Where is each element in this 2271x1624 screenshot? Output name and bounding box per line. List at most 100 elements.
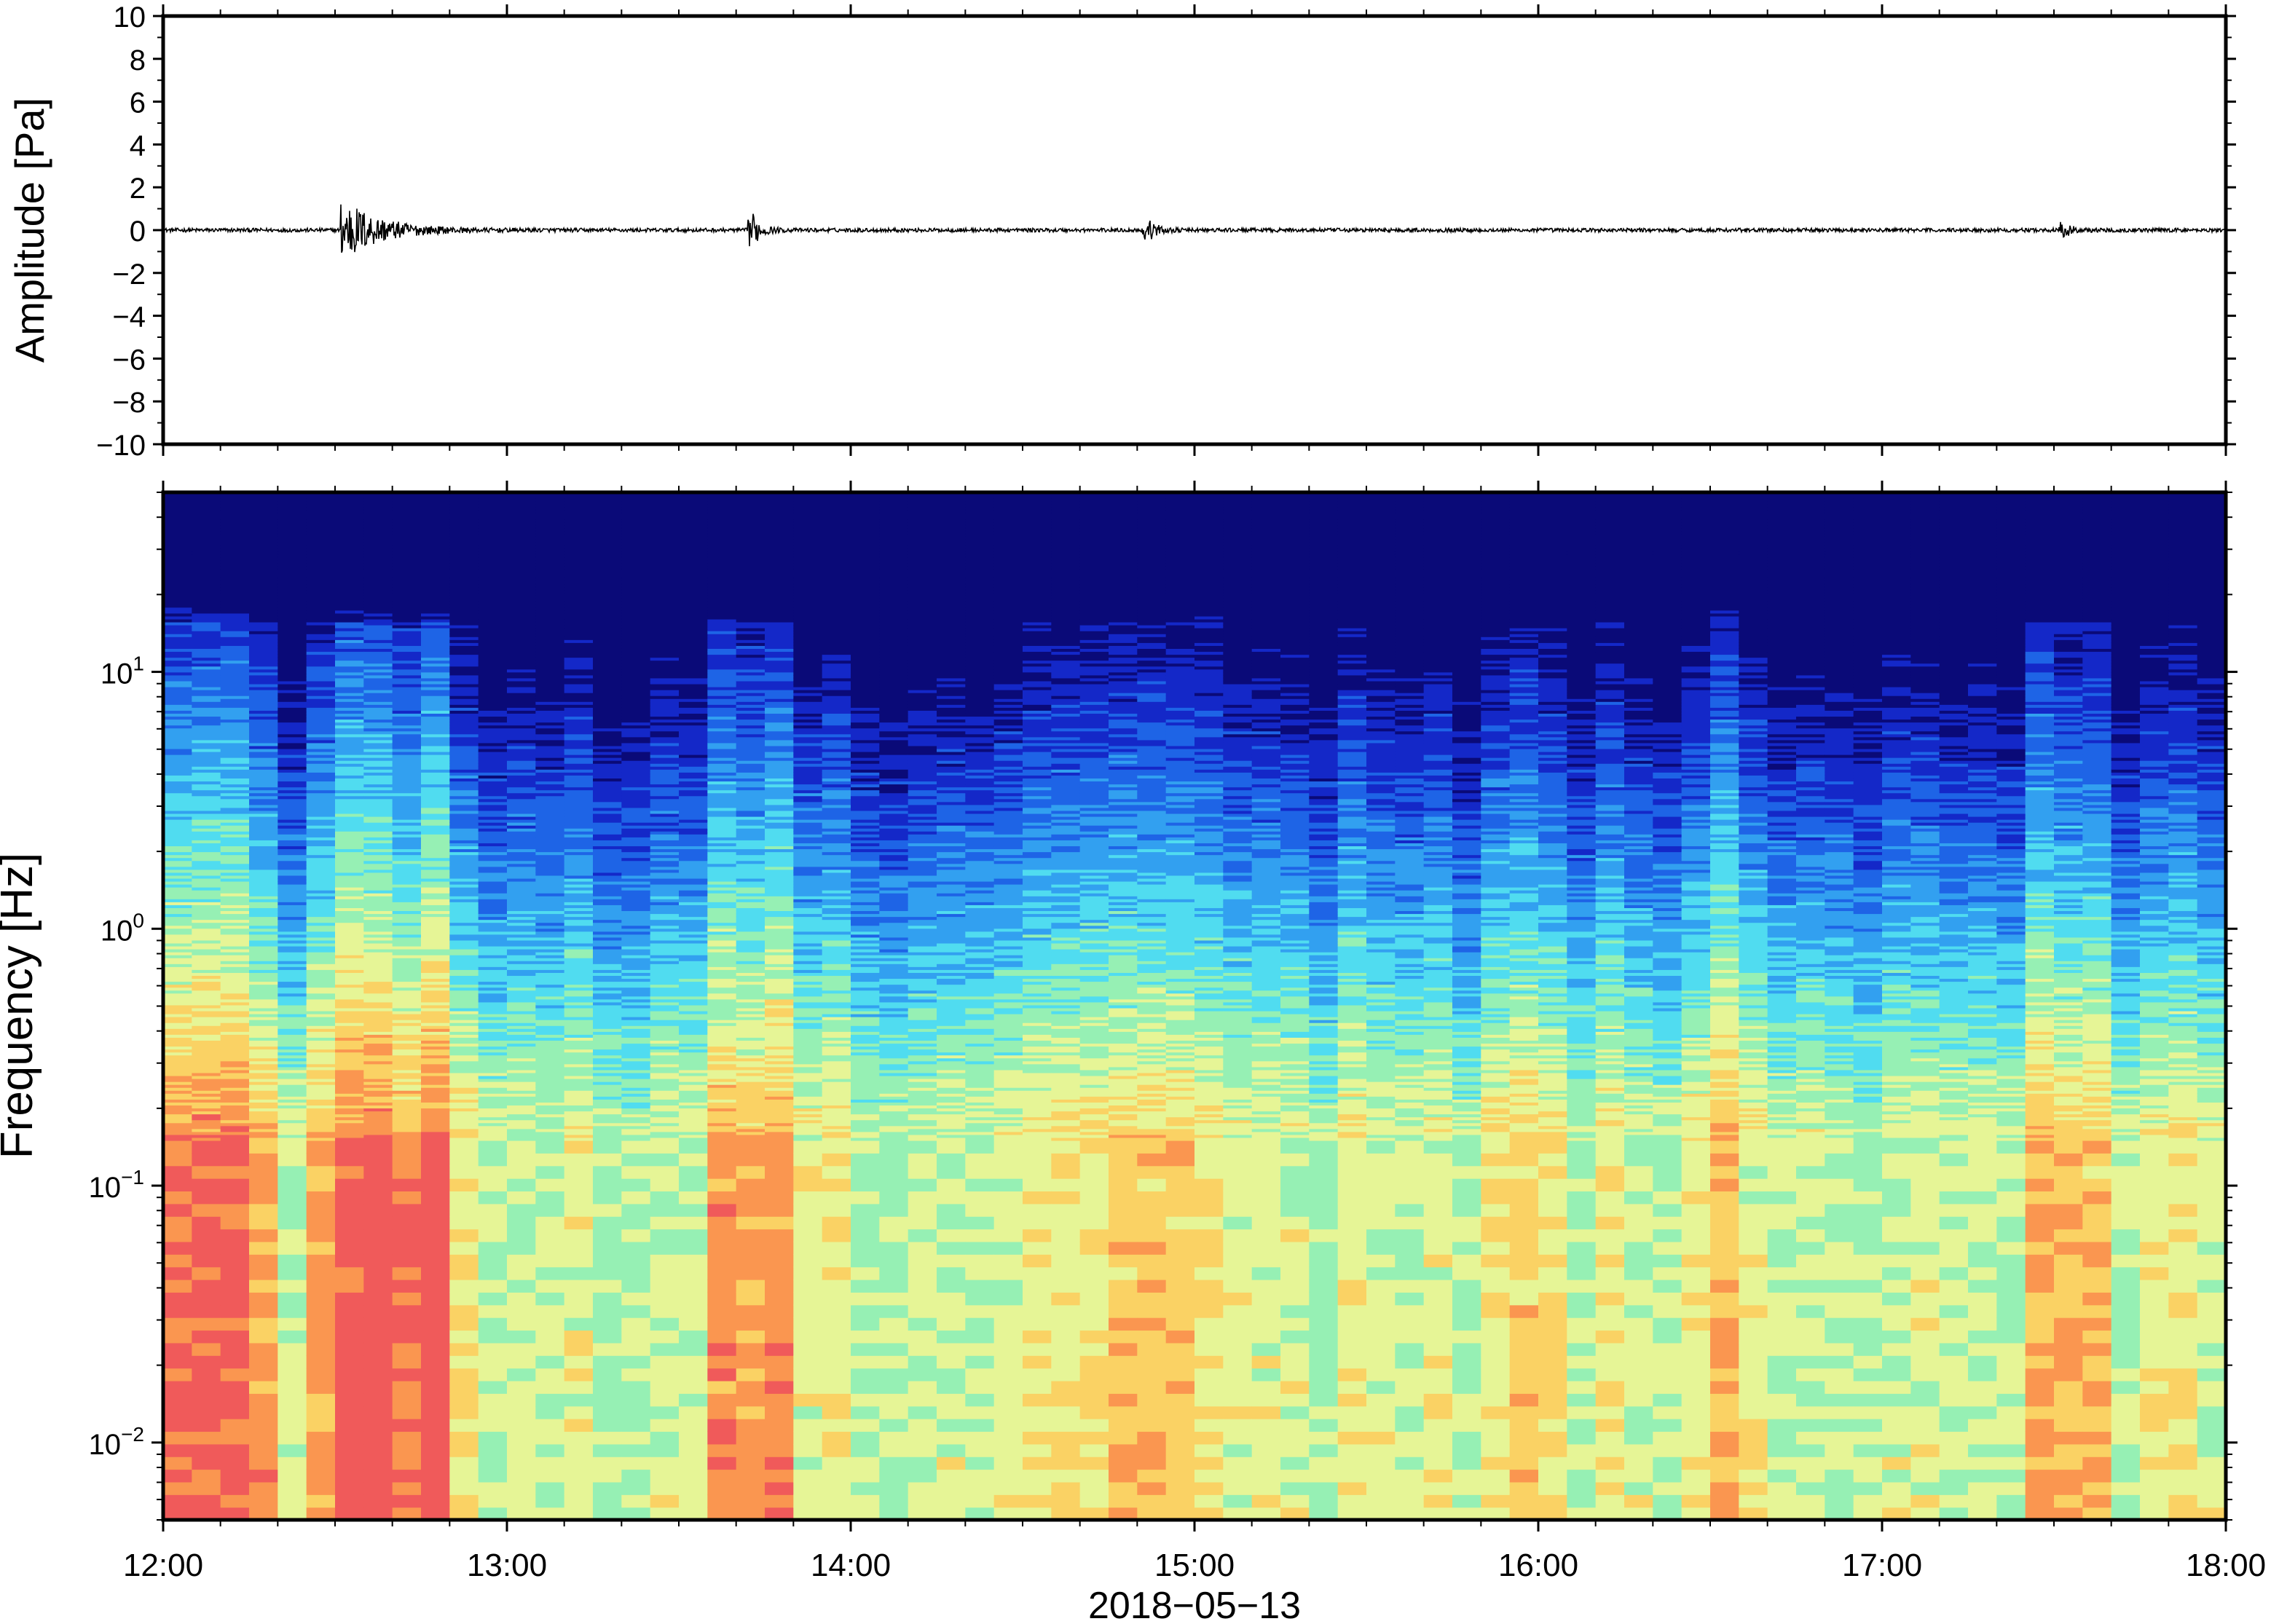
spectrogram-cell xyxy=(650,663,680,667)
spectrogram-cell xyxy=(163,1330,192,1344)
spectrogram-cell xyxy=(278,1014,307,1017)
spectrogram-cell xyxy=(278,580,307,585)
spectrogram-cell xyxy=(650,1216,680,1230)
spectrogram-cell xyxy=(679,857,708,862)
spectrogram-cell xyxy=(449,1122,479,1127)
spectrogram-cell xyxy=(564,848,594,853)
spectrogram-cell xyxy=(363,1037,393,1041)
spectrogram-cell xyxy=(163,928,192,932)
spectrogram-cell xyxy=(220,536,250,540)
spectrogram-cell xyxy=(679,592,708,596)
spectrogram-cell xyxy=(478,952,508,955)
spectrogram-cell xyxy=(278,642,307,646)
spectrogram-cell xyxy=(449,560,479,564)
spectrogram-cell xyxy=(621,884,651,888)
spectrogram-cell xyxy=(363,1419,393,1432)
spectrogram-cell xyxy=(478,527,508,532)
spectrogram-cell xyxy=(650,801,680,805)
spectrogram-cell xyxy=(220,784,250,788)
spectrogram-cell xyxy=(363,1165,393,1179)
spectrogram-cell xyxy=(220,1292,250,1306)
spectrogram-cell xyxy=(278,1007,307,1012)
spectrogram-cell xyxy=(507,801,536,805)
spectrogram-cell xyxy=(449,1481,479,1495)
spectrogram-cell xyxy=(679,884,708,888)
spectrogram-cell xyxy=(392,669,422,673)
spectrogram-cell xyxy=(392,595,422,599)
spectrogram-cell xyxy=(593,607,622,611)
spectrogram-cell xyxy=(306,1001,336,1006)
spectrogram-cell xyxy=(392,1216,422,1230)
spectrogram-cell xyxy=(278,795,307,800)
spectrogram-cell xyxy=(335,1079,364,1082)
spectrogram-cell xyxy=(421,725,450,729)
spectrogram-cell xyxy=(335,851,364,856)
spectrogram-cell xyxy=(249,807,278,811)
spectrogram-cell xyxy=(621,1037,651,1041)
spectrogram-cell xyxy=(192,498,221,502)
spectrogram-cell xyxy=(421,669,450,673)
spectrogram-cell xyxy=(278,1090,307,1094)
spectrogram-cell xyxy=(192,601,221,605)
spectrogram-cell xyxy=(163,1020,192,1023)
spectrogram-cell xyxy=(650,645,680,649)
spectrogram-cell xyxy=(621,1096,651,1100)
spectrogram-cell xyxy=(679,1034,708,1038)
spectrogram-cell xyxy=(679,748,708,752)
spectrogram-cell xyxy=(449,572,479,575)
spectrogram-cell xyxy=(507,998,536,1003)
spectrogram-cell xyxy=(220,804,250,808)
spectrogram-cell xyxy=(363,601,393,605)
spectrogram-cell xyxy=(707,1406,737,1419)
spectrogram-cell xyxy=(679,1037,708,1041)
spectrogram-cell xyxy=(507,677,536,682)
spectrogram-cell xyxy=(335,1043,364,1047)
spectrogram-cell xyxy=(278,969,307,973)
spectrogram-cell xyxy=(679,843,708,847)
spectrogram-cell xyxy=(392,813,422,817)
spectrogram-cell xyxy=(220,742,250,746)
spectrogram-cell xyxy=(535,769,565,773)
spectrogram-cell xyxy=(335,498,364,502)
spectrogram-cell xyxy=(278,1057,307,1062)
spectrogram-cell xyxy=(249,987,278,991)
spectrogram-cell xyxy=(707,975,737,979)
spectrogram-cell xyxy=(621,1431,651,1445)
spectrogram-cell xyxy=(679,1046,708,1050)
spectrogram-cell xyxy=(306,760,336,764)
spectrogram-cell xyxy=(363,1052,393,1056)
spectrogram-cell xyxy=(421,993,450,997)
spectrogram-cell xyxy=(449,866,479,870)
spectrogram-cell xyxy=(335,654,364,658)
spectrogram-cell xyxy=(306,875,336,879)
spectrogram-cell xyxy=(593,1119,622,1124)
spectrogram-cell xyxy=(679,513,708,516)
spectrogram-cell xyxy=(593,751,622,755)
spectrogram-cell xyxy=(363,722,393,726)
spectrogram-cell xyxy=(679,1119,708,1124)
spectrogram-cell xyxy=(192,713,221,717)
spectrogram-cell xyxy=(507,666,536,670)
spectrogram-cell xyxy=(707,1040,737,1044)
spectrogram-cell xyxy=(278,589,307,594)
spectrogram-cell xyxy=(478,945,508,950)
spectrogram-cell xyxy=(278,693,307,696)
spectrogram-cell xyxy=(564,766,594,770)
spectrogram-cell xyxy=(335,495,364,499)
spectrogram-cell xyxy=(679,1025,708,1029)
spectrogram-cell xyxy=(421,1096,450,1100)
spectrogram-cell xyxy=(449,942,479,947)
spectrogram-cell xyxy=(535,993,565,997)
spectrogram-cell xyxy=(306,810,336,814)
spectrogram-cell xyxy=(278,1406,307,1419)
spectrogram-cell xyxy=(335,825,364,829)
spectrogram-cell xyxy=(478,1191,508,1205)
spectrogram-cell xyxy=(449,1111,479,1115)
spectrogram-cell xyxy=(449,1355,479,1369)
spectrogram-cell xyxy=(363,1342,393,1356)
spectrogram-cell xyxy=(335,872,364,876)
spectrogram-cell xyxy=(679,787,708,791)
spectrogram-cell xyxy=(163,837,192,840)
spectrogram-cell xyxy=(249,730,278,735)
spectrogram-cell xyxy=(163,825,192,829)
